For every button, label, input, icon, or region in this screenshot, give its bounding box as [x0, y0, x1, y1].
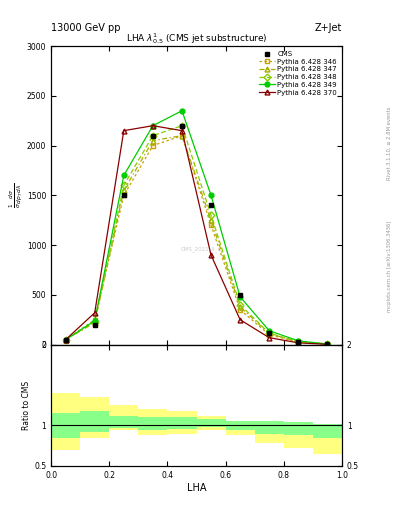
Pythia 6.428 348 [267, 330, 272, 336]
Legend: CMS, Pythia 6.428 346, Pythia 6.428 347, Pythia 6.428 348, Pythia 6.428 349, Pyt: CMS, Pythia 6.428 346, Pythia 6.428 347,… [258, 50, 338, 97]
CMS [209, 202, 213, 208]
Pythia 6.428 348 [63, 336, 68, 343]
Pythia 6.428 348 [92, 318, 97, 325]
Bar [196, 416, 226, 430]
Pythia 6.428 370 [296, 340, 301, 346]
Bar [138, 409, 167, 435]
Pythia 6.428 346 [238, 307, 242, 313]
Pythia 6.428 349 [151, 122, 155, 129]
Pythia 6.428 370 [238, 317, 242, 323]
CMS [267, 330, 272, 336]
Bar [313, 430, 342, 454]
Bar [167, 417, 196, 429]
Pythia 6.428 370 [209, 252, 213, 258]
Pythia 6.428 349 [325, 341, 330, 347]
Pythia 6.428 346 [121, 193, 126, 199]
Text: CMS_2021_II_...: CMS_2021_II_... [181, 246, 224, 252]
X-axis label: LHA: LHA [187, 482, 206, 493]
Pythia 6.428 347 [151, 138, 155, 144]
Line: Pythia 6.428 349: Pythia 6.428 349 [63, 109, 330, 347]
Pythia 6.428 347 [180, 133, 184, 139]
CMS [325, 341, 330, 347]
Bar [51, 393, 80, 450]
Text: mcplots.cern.ch [arXiv:1306.3436]: mcplots.cern.ch [arXiv:1306.3436] [387, 221, 391, 312]
Pythia 6.428 347 [238, 304, 242, 310]
Text: Rivet 3.1.10, ≥ 2.8M events: Rivet 3.1.10, ≥ 2.8M events [387, 106, 391, 180]
Pythia 6.428 347 [267, 331, 272, 337]
Text: Z+Jet: Z+Jet [314, 23, 342, 33]
Text: 13000 GeV pp: 13000 GeV pp [51, 23, 121, 33]
Pythia 6.428 349 [121, 173, 126, 179]
Pythia 6.428 346 [180, 133, 184, 139]
CMS [296, 338, 301, 345]
Bar [167, 411, 196, 434]
Pythia 6.428 348 [151, 133, 155, 139]
Pythia 6.428 347 [325, 341, 330, 347]
Pythia 6.428 346 [209, 222, 213, 228]
Bar [109, 416, 138, 428]
Bar [80, 411, 109, 432]
Pythia 6.428 349 [63, 336, 68, 343]
Pythia 6.428 349 [238, 294, 242, 300]
Bar [51, 413, 80, 438]
Pythia 6.428 348 [325, 341, 330, 347]
Pythia 6.428 349 [267, 328, 272, 334]
Pythia 6.428 370 [121, 127, 126, 134]
CMS [151, 133, 155, 139]
Pythia 6.428 348 [209, 212, 213, 218]
Bar [255, 425, 284, 443]
Bar [80, 397, 109, 438]
Pythia 6.428 370 [325, 342, 330, 348]
Pythia 6.428 370 [180, 127, 184, 134]
Line: Pythia 6.428 348: Pythia 6.428 348 [63, 123, 330, 347]
Bar [226, 421, 255, 435]
CMS [180, 122, 184, 129]
Line: Pythia 6.428 346: Pythia 6.428 346 [63, 133, 330, 347]
Bar [313, 424, 342, 438]
CMS [238, 292, 242, 298]
Pythia 6.428 349 [209, 193, 213, 199]
Pythia 6.428 347 [63, 336, 68, 343]
Pythia 6.428 348 [296, 338, 301, 345]
Pythia 6.428 346 [151, 142, 155, 148]
CMS [92, 322, 97, 328]
Pythia 6.428 370 [267, 335, 272, 341]
Line: Pythia 6.428 347: Pythia 6.428 347 [63, 133, 330, 347]
Title: LHA $\lambda^{1}_{0.5}$ (CMS jet substructure): LHA $\lambda^{1}_{0.5}$ (CMS jet substru… [126, 31, 267, 46]
Bar [284, 422, 313, 435]
Line: Pythia 6.428 370: Pythia 6.428 370 [63, 123, 330, 347]
Pythia 6.428 346 [267, 332, 272, 338]
Pythia 6.428 346 [296, 339, 301, 345]
Bar [196, 419, 226, 427]
Y-axis label: $\frac{1}{\sigma}\frac{d\sigma}{dp_T\,d\lambda}$: $\frac{1}{\sigma}\frac{d\sigma}{dp_T\,d\… [8, 183, 25, 208]
Pythia 6.428 349 [296, 338, 301, 344]
Pythia 6.428 348 [121, 182, 126, 188]
Line: CMS: CMS [63, 123, 330, 347]
Pythia 6.428 347 [92, 319, 97, 326]
Pythia 6.428 349 [92, 317, 97, 324]
Pythia 6.428 346 [92, 317, 97, 323]
Bar [226, 421, 255, 430]
Bar [138, 417, 167, 431]
Pythia 6.428 370 [151, 122, 155, 129]
Pythia 6.428 348 [180, 122, 184, 129]
Y-axis label: Ratio to CMS: Ratio to CMS [22, 381, 31, 430]
Pythia 6.428 346 [63, 336, 68, 343]
Pythia 6.428 349 [180, 108, 184, 114]
Bar [109, 406, 138, 430]
Pythia 6.428 370 [63, 336, 68, 343]
CMS [121, 193, 126, 199]
Bar [284, 427, 313, 448]
Pythia 6.428 348 [238, 302, 242, 308]
CMS [63, 336, 68, 343]
Bar [255, 421, 284, 434]
Pythia 6.428 347 [121, 187, 126, 194]
Pythia 6.428 370 [92, 310, 97, 316]
Pythia 6.428 347 [209, 217, 213, 223]
Pythia 6.428 346 [325, 341, 330, 347]
Pythia 6.428 347 [296, 339, 301, 345]
